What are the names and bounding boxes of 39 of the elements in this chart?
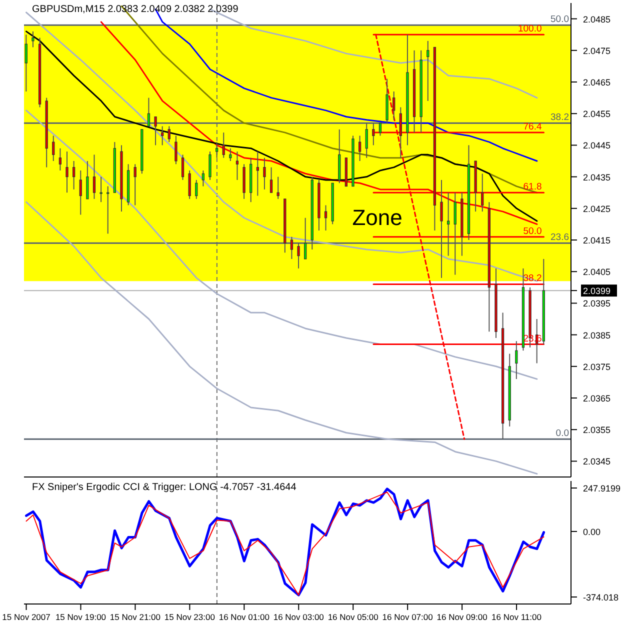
y-tick-label: 2.0445 bbox=[583, 140, 611, 151]
series-label: 50.0 bbox=[550, 14, 569, 26]
y-tick-label: 2.0485 bbox=[583, 14, 611, 24]
x-tick-label: 16 Nov 03:00 bbox=[273, 612, 324, 622]
y-tick-label: 2.0455 bbox=[583, 109, 611, 120]
y-tick-label: 2.0475 bbox=[583, 46, 611, 56]
series-label: 38.2 bbox=[550, 112, 569, 124]
y-tick-label: 247.9199 bbox=[583, 484, 621, 494]
x-tick-label: 15 Nov 21:00 bbox=[110, 612, 161, 622]
y-tick-label: 2.0399 bbox=[583, 286, 611, 296]
x-tick-label: 16 Nov 01:00 bbox=[218, 612, 270, 622]
y-tick-label: 2.0405 bbox=[583, 267, 611, 278]
x-tick-label: 16 Nov 11:00 bbox=[492, 612, 542, 622]
y-tick-label: -374.018 bbox=[583, 592, 619, 602]
y-tick-label: 2.0375 bbox=[583, 362, 611, 372]
y-tick-label: 0.00 bbox=[583, 526, 601, 537]
y-tick-label: 2.0365 bbox=[583, 394, 611, 404]
series-label: 100.0 bbox=[518, 24, 542, 35]
chart-title: FX Sniper's Ergodic CCI & Trigger: LONG -4.7057 -31.4644 bbox=[32, 482, 296, 493]
x-tick-label: 16 Nov 07:00 bbox=[382, 612, 434, 622]
series-label: 76.4 bbox=[523, 122, 542, 133]
series-label: 61.8 bbox=[523, 182, 542, 193]
x-tick-label: 16 Nov 09:00 bbox=[436, 612, 488, 622]
y-tick-label: 2.0355 bbox=[583, 425, 611, 436]
x-tick-label: 15 Nov 19:00 bbox=[55, 612, 106, 622]
y-tick-label: 2.0465 bbox=[583, 78, 611, 88]
x-tick-label: 15 Nov 2007 bbox=[2, 612, 51, 622]
y-tick-label: 2.0435 bbox=[583, 172, 611, 182]
x-tick-label: 16 Nov 05:00 bbox=[328, 612, 379, 622]
band-label: Zone bbox=[352, 205, 402, 230]
series-label: 0.0 bbox=[556, 428, 569, 440]
y-tick-label: 2.0385 bbox=[583, 330, 611, 340]
y-tick-label: 2.0425 bbox=[583, 204, 611, 214]
y-tick-label: 2.0345 bbox=[583, 456, 611, 467]
x-tick-label: 15 Nov 23:00 bbox=[164, 612, 216, 622]
series-label: 50.0 bbox=[523, 226, 542, 237]
series-label: 23.6 bbox=[550, 232, 569, 244]
y-tick-label: 2.0395 bbox=[583, 298, 611, 309]
y-tick-label: 2.0415 bbox=[583, 236, 611, 246]
